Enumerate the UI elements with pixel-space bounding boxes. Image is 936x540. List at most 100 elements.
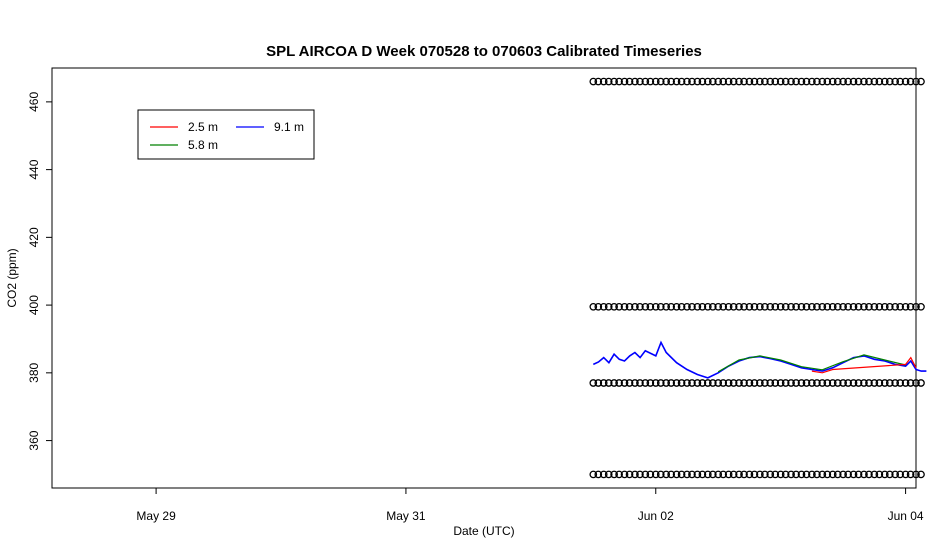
calibration-point — [729, 77, 738, 86]
calibration-point — [756, 77, 764, 86]
calibration-point — [870, 379, 879, 387]
series-line-5-8-m — [717, 354, 906, 373]
calibration-point — [740, 379, 748, 387]
calibration-point — [708, 470, 717, 479]
calibration-point — [724, 379, 733, 387]
y-tick-label: 400 — [27, 295, 41, 315]
calibration-point — [599, 302, 608, 311]
calibration-point — [771, 379, 780, 387]
calibration-point — [818, 470, 827, 479]
calibration-point — [906, 302, 915, 311]
calibration-point — [766, 302, 775, 311]
legend-label: 5.8 m — [188, 138, 218, 152]
calibration-point — [662, 302, 671, 311]
calibration-point — [703, 302, 712, 311]
calibration-point — [693, 470, 702, 479]
calibration-point — [849, 77, 858, 86]
calibration-point — [808, 470, 816, 479]
calibration-point — [860, 77, 868, 86]
calibration-point — [854, 77, 863, 86]
y-tick-label: 440 — [27, 159, 41, 179]
x-tick-label: Jun 02 — [638, 509, 674, 523]
calibration-point — [677, 77, 686, 86]
calibration-point — [719, 302, 728, 311]
calibration-point — [865, 470, 873, 479]
calibration-point — [844, 302, 852, 311]
calibration-point — [677, 379, 686, 387]
calibration-point — [917, 77, 925, 86]
calibration-point — [703, 470, 712, 479]
calibration-point — [740, 470, 748, 479]
calibration-point — [610, 302, 618, 311]
calibration-point — [756, 379, 764, 387]
y-tick-label: 380 — [27, 363, 41, 383]
calibration-point — [906, 379, 915, 387]
y-tick-label: 460 — [27, 92, 41, 112]
calibration-point — [823, 302, 832, 311]
calibration-point — [688, 77, 696, 86]
calibration-point — [797, 77, 806, 86]
calibration-point — [698, 302, 707, 311]
calibration-point — [771, 77, 780, 86]
calibration-point — [756, 470, 764, 479]
calibration-point — [620, 302, 629, 311]
x-axis: May 29 May 31 Jun 02 Jun 04 — [136, 488, 924, 523]
calibration-point — [620, 77, 629, 86]
calibration-point — [688, 470, 696, 479]
calibration-point — [875, 379, 884, 387]
calibration-point — [823, 77, 832, 86]
series-layer — [592, 340, 927, 379]
calibration-point — [776, 302, 785, 311]
calibration-point — [615, 379, 623, 387]
calibration-point — [823, 470, 832, 479]
calibration-point — [787, 379, 795, 387]
calibration-point — [808, 379, 816, 387]
calibration-point — [776, 470, 785, 479]
y-axis-label: CO2 (ppm) — [5, 248, 19, 307]
calibration-point — [912, 379, 920, 387]
calibration-point — [667, 77, 676, 86]
calibration-point — [844, 77, 852, 86]
calibration-point — [615, 302, 623, 311]
calibration-point — [917, 379, 925, 387]
calibration-point — [646, 379, 655, 387]
calibration-point — [906, 470, 915, 479]
calibration-point — [875, 302, 884, 311]
calibration-point — [860, 302, 868, 311]
calibration-point — [771, 302, 780, 311]
calibration-point — [901, 379, 910, 387]
calibration-point — [604, 470, 613, 479]
calibration-point — [641, 379, 650, 387]
calibration-point — [808, 302, 816, 311]
calibration-point — [792, 302, 800, 311]
calibration-point — [672, 470, 681, 479]
calibration-point — [912, 302, 920, 311]
calibration-point — [833, 302, 842, 311]
calibration-point — [698, 77, 707, 86]
calibration-point — [875, 77, 884, 86]
calibration-point — [839, 77, 847, 86]
calibration-point — [870, 302, 879, 311]
calibration-point — [750, 302, 759, 311]
calibration-point — [792, 77, 800, 86]
legend-label: 9.1 m — [274, 120, 304, 134]
calibration-points — [589, 77, 925, 479]
calibration-point — [917, 302, 925, 311]
calibration-point — [901, 302, 910, 311]
calibration-point — [589, 470, 598, 479]
calibration-point — [750, 470, 759, 479]
calibration-point — [776, 77, 785, 86]
calibration-point — [729, 302, 738, 311]
calibration-point — [708, 77, 717, 86]
calibration-point — [677, 470, 686, 479]
calibration-point — [651, 470, 660, 479]
calibration-point — [828, 302, 837, 311]
calibration-point — [912, 470, 920, 479]
calibration-point — [797, 302, 806, 311]
calibration-point — [906, 77, 915, 86]
calibration-point — [656, 379, 665, 387]
calibration-point — [683, 470, 691, 479]
calibration-point — [761, 470, 769, 479]
calibration-point — [667, 470, 676, 479]
calibration-point — [745, 379, 754, 387]
